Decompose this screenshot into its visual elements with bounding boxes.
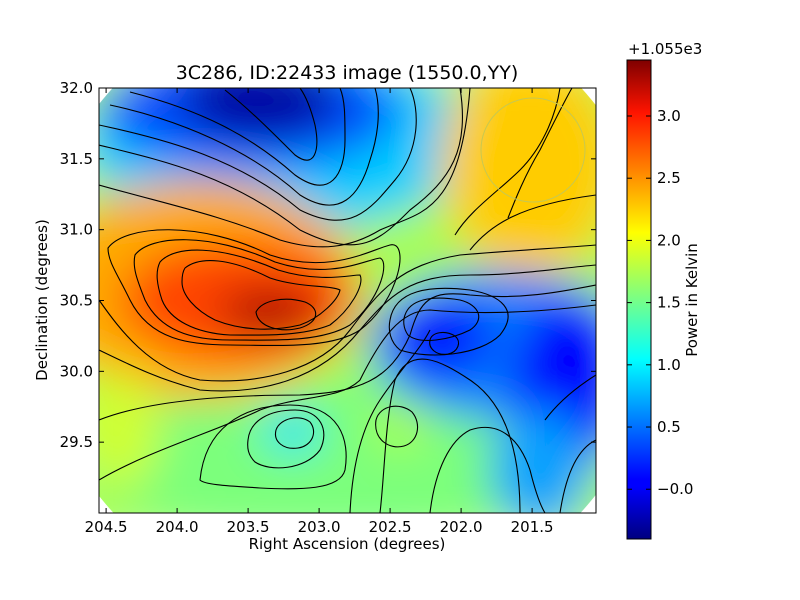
contour-lines xyxy=(99,88,596,513)
y-tick-label: 30.0 xyxy=(60,362,93,380)
x-tick-label: 202.0 xyxy=(440,518,483,536)
x-tick-label: 203.0 xyxy=(298,518,341,536)
y-tick-label: 31.0 xyxy=(60,221,93,239)
colorbar-tick-label: −0.0 xyxy=(657,480,693,498)
y-tick-label: 29.5 xyxy=(60,433,93,451)
colorbar-gradient xyxy=(626,59,652,540)
y-axis-label: Declination (degrees) xyxy=(33,219,51,381)
y-axis-ticks: 29.5 30.0 30.5 31.0 31.5 32.0 xyxy=(60,79,596,451)
chart-title: 3C286, ID:22433 image (1550.0,YY) xyxy=(176,62,519,84)
y-tick-label: 30.5 xyxy=(60,292,93,310)
colorbar-tick-label: 3.0 xyxy=(657,107,681,125)
x-axis-ticks: 204.5 204.0 203.5 203.0 202.5 202.0 201.5 xyxy=(85,88,554,536)
beam-circle xyxy=(480,97,586,203)
x-tick-label: 201.5 xyxy=(511,518,554,536)
colorbar-tick-label: 2.0 xyxy=(657,231,681,249)
y-tick-label: 31.5 xyxy=(60,150,93,168)
x-axis-label: Right Ascension (degrees) xyxy=(249,535,446,553)
colorbar-tick-label: 1.5 xyxy=(657,294,681,312)
x-tick-label: 204.0 xyxy=(156,518,199,536)
colorbar-label: Power in Kelvin xyxy=(683,243,701,357)
colorbar-tick-label: 2.5 xyxy=(657,169,681,187)
x-tick-label: 204.5 xyxy=(85,518,128,536)
colorbar-ticks: −0.0 0.5 1.0 1.5 2.0 2.5 3.0 xyxy=(627,107,693,498)
colorbar-offset-label: +1.055e3 xyxy=(628,40,702,58)
y-tick-label: 32.0 xyxy=(60,79,93,97)
colorbar-tick-label: 1.0 xyxy=(657,356,681,374)
x-tick-label: 202.5 xyxy=(369,518,412,536)
colorbar-tick-label: 0.5 xyxy=(657,418,681,436)
colorbar: −0.0 0.5 1.0 1.5 2.0 2.5 3.0 +1.055e3 Power in… xyxy=(626,40,702,540)
x-tick-label: 203.5 xyxy=(227,518,270,536)
heatmap-image xyxy=(99,88,596,513)
